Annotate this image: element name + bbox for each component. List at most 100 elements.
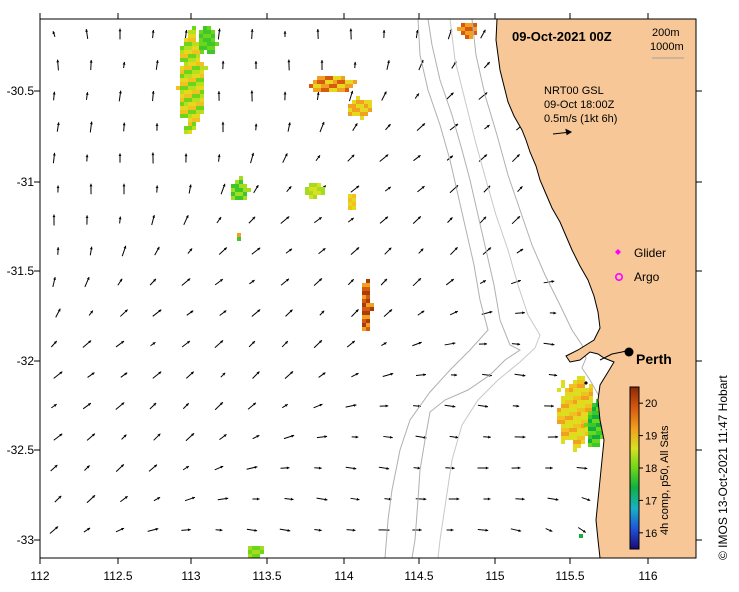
sst-pixel	[368, 104, 372, 108]
colorbar-tick-label: 17	[645, 495, 657, 507]
sst-pixel	[192, 78, 196, 82]
sst-pixel	[596, 443, 600, 447]
sst-pixel	[192, 90, 196, 94]
sst-pixel	[196, 106, 200, 110]
sst-pixel	[203, 26, 207, 30]
sst-pixel	[366, 327, 370, 331]
sst-pixel	[581, 440, 585, 444]
sst-pixel	[366, 287, 370, 291]
current-arrowhead-icon	[52, 214, 56, 218]
current-arrowhead-icon	[518, 529, 522, 533]
sst-pixel	[561, 408, 565, 412]
sst-pixel	[184, 94, 188, 98]
sst-pixel	[584, 423, 588, 427]
current-arrowhead-icon	[517, 466, 521, 470]
sst-pixel	[192, 26, 196, 30]
sst-pixel	[337, 76, 341, 80]
sst-pixel	[188, 130, 192, 134]
sst-pixel	[569, 412, 573, 416]
current-arrowhead-icon	[421, 310, 425, 314]
sst-pixel	[360, 112, 364, 116]
sst-pixel	[565, 432, 569, 436]
sst-pixel	[581, 412, 585, 416]
sst-pixel	[180, 102, 184, 106]
current-arrowhead-icon	[88, 340, 92, 344]
current-arrowhead-icon	[288, 122, 291, 126]
current-arrowhead-icon	[321, 310, 325, 314]
current-arrowhead-icon	[550, 466, 553, 470]
sst-pixel	[333, 88, 337, 92]
sst-pixel	[200, 106, 204, 110]
sst-pixel	[592, 407, 596, 411]
sst-pixel	[184, 54, 188, 58]
current-arrowhead-icon	[57, 308, 61, 312]
current-arrowhead-icon	[251, 152, 255, 156]
sst-pixel	[329, 76, 333, 80]
sst-pixel	[362, 291, 366, 295]
sst-pixel	[569, 424, 573, 428]
sst-pixel	[573, 388, 577, 392]
sst-pixel	[196, 110, 200, 114]
sst-pixel	[366, 315, 370, 319]
current-arrowhead-icon	[85, 29, 89, 32]
sst-pixel	[180, 66, 184, 70]
colorbar-label: 4h comp, p50, All Sats	[659, 425, 671, 535]
current-arrowhead-icon	[356, 497, 360, 501]
sst-pixel	[235, 188, 239, 192]
sst-pixel	[207, 26, 211, 30]
current-arrowhead-icon	[284, 341, 288, 344]
current-arrowhead-icon	[318, 528, 322, 532]
current-arrowhead-icon	[92, 495, 96, 499]
sst-pixel	[192, 82, 196, 86]
sst-pixel	[180, 86, 184, 90]
current-arrowhead-icon	[551, 280, 555, 284]
sst-pixel	[248, 550, 252, 554]
current-arrowhead-icon	[549, 529, 553, 532]
current-arrowhead-icon	[521, 497, 525, 501]
current-arrowhead-icon	[355, 373, 359, 376]
current-arrowhead-icon	[252, 402, 256, 406]
sst-pixel	[192, 58, 196, 62]
sst-pixel	[585, 408, 589, 412]
sst-pixel	[569, 432, 573, 436]
city-label: Perth	[636, 351, 672, 367]
current-arrowhead-icon	[151, 152, 155, 156]
sst-pixel	[573, 424, 577, 428]
sst-pixel	[192, 50, 196, 54]
sst-pixel	[341, 80, 345, 84]
current-arrowhead-icon	[118, 90, 122, 94]
current-arrowhead-icon	[291, 434, 295, 438]
current-arrowhead-icon	[91, 372, 95, 376]
current-arrowhead-icon	[52, 31, 56, 35]
current-arrowhead-icon	[185, 215, 189, 219]
colorbar-tick-label: 20	[645, 398, 657, 410]
sst-pixel	[370, 303, 374, 307]
sst-pixel	[211, 42, 215, 46]
sst-pixel	[366, 307, 370, 311]
y-tick-label: -31	[17, 175, 35, 189]
sst-pixel	[211, 50, 215, 54]
sst-pixel	[581, 396, 585, 400]
sst-pixel	[247, 188, 251, 192]
current-arrowhead-icon	[283, 91, 287, 95]
sst-pixel	[360, 100, 364, 104]
sst-pixel	[192, 42, 196, 46]
colorbar-tick-label: 19	[645, 431, 657, 443]
current-arrowhead-icon	[516, 404, 520, 408]
sst-pixel	[362, 299, 366, 303]
x-tick-label: 116	[638, 569, 657, 583]
sst-pixel	[321, 191, 325, 195]
sst-pixel	[235, 192, 239, 196]
sst-pixel	[256, 546, 260, 550]
current-arrowhead-icon	[254, 60, 258, 64]
sst-pixel	[561, 424, 565, 428]
x-tick-label: 114.5	[404, 569, 433, 583]
sst-pixel	[321, 76, 325, 80]
sst-pixel	[192, 74, 196, 78]
current-arrowhead-icon	[257, 309, 261, 313]
legend-argo: Argo	[634, 270, 660, 284]
current-arrowhead-icon	[222, 372, 226, 376]
sst-pixel	[188, 46, 192, 50]
current-arrowhead-icon	[389, 309, 393, 313]
